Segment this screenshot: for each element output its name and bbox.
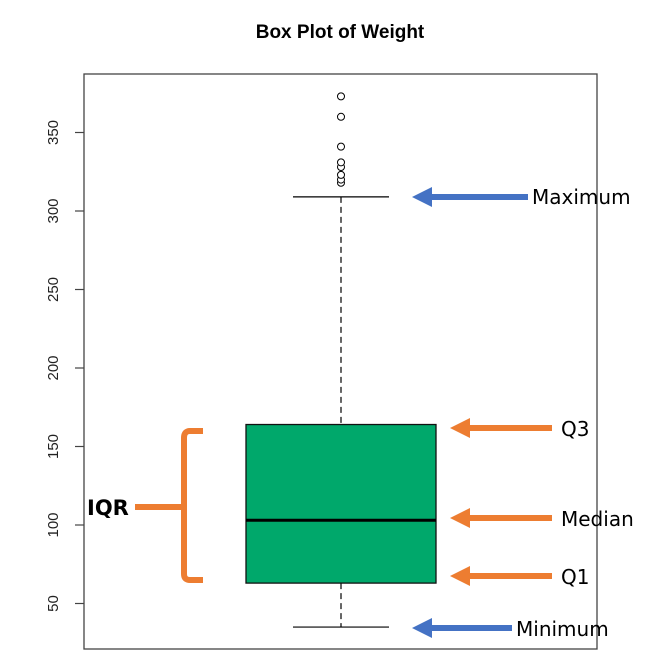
y-tick-label: 50 [45, 595, 62, 612]
y-tick-label: 150 [45, 434, 62, 459]
minimum-arrow-icon [412, 618, 512, 638]
y-tick-label: 100 [45, 512, 62, 537]
q1-label: Q1 [561, 565, 589, 589]
plot-area [245, 92, 437, 628]
iqr-bracket-icon [135, 428, 203, 583]
minimum-label: Minimum [516, 617, 609, 641]
outlier-point [337, 170, 345, 179]
iqr-box [245, 423, 437, 584]
median-arrow-icon [450, 508, 552, 528]
maximum-label: Maximum [532, 185, 631, 209]
y-tick-label: 200 [45, 355, 62, 380]
plot-frame [83, 73, 598, 650]
y-tick-label: 350 [45, 120, 62, 145]
q3-arrow-icon [450, 418, 552, 438]
y-tick-label: 250 [45, 277, 62, 302]
chart-title: Box Plot of Weight [256, 22, 425, 43]
outlier-point [337, 112, 345, 121]
outlier-point [337, 92, 345, 101]
y-axis: 50 100 150 200 250 300 350 [45, 120, 84, 612]
maximum-arrow-icon [412, 187, 528, 207]
y-tick-label: 300 [45, 198, 62, 223]
q1-arrow-icon [450, 566, 552, 586]
outlier-point [337, 142, 345, 151]
iqr-label: IQR [87, 496, 129, 520]
outlier-point [337, 158, 345, 167]
median-label: Median [561, 507, 634, 531]
annotations: Maximum Q3 Median Q1 Minimum IQR [87, 185, 634, 641]
q3-label: Q3 [561, 417, 589, 441]
